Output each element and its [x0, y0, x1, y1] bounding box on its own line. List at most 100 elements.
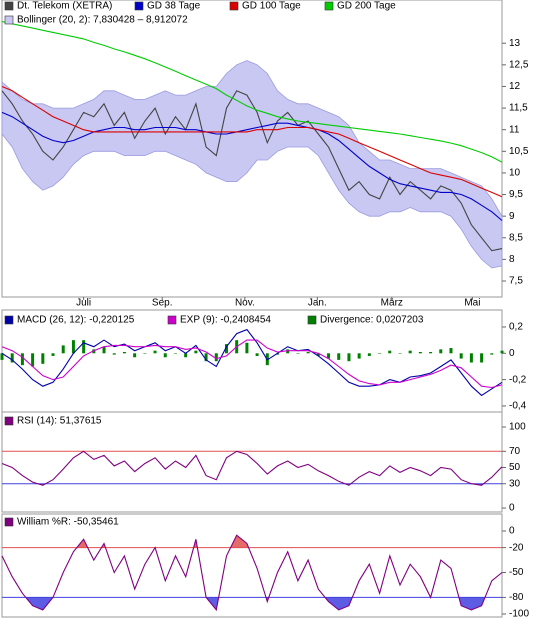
- x-tick-label: Sep.: [152, 298, 173, 309]
- series-line: [1, 450, 503, 486]
- series-line: [1, 339, 503, 389]
- divergence-bar: [408, 350, 412, 354]
- divergence-bar: [449, 348, 453, 354]
- legend-swatch: [4, 1, 14, 11]
- legend-swatch: [229, 1, 239, 11]
- divergence-bar: [61, 345, 65, 354]
- y-tick-label: 8,5: [509, 232, 523, 243]
- legend-swatch: [324, 1, 334, 11]
- y-tick-label: 30: [509, 478, 521, 489]
- legend-label: Bollinger (20, 2): 7,830428 – 8,912072: [17, 15, 188, 26]
- y-tick-label: 11,5: [509, 103, 528, 114]
- divergence-bar: [276, 353, 280, 355]
- series-line: [1, 21, 503, 163]
- divergence-bar: [306, 351, 310, 354]
- divergence-bar: [92, 349, 96, 354]
- x-tick-label: Jan.: [308, 298, 327, 309]
- bollinger-band: [1, 60, 503, 269]
- series-line: [1, 90, 503, 252]
- y-tick-label: 13: [509, 38, 521, 49]
- divergence-bar: [357, 353, 361, 359]
- legend-label: RSI (14): 51,37615: [17, 416, 102, 427]
- divergence-bar: [255, 353, 259, 356]
- divergence-bar: [429, 351, 433, 354]
- legend-label: Divergence: 0,0207203: [320, 315, 424, 326]
- legend-label: MACD (26, 12): -0,220125: [17, 315, 135, 326]
- y-tick-label: 7,5: [509, 276, 523, 287]
- divergence-bar: [112, 353, 116, 355]
- divergence-bar: [459, 353, 463, 359]
- divergence-bar: [316, 353, 320, 356]
- divergence-bar: [327, 353, 331, 359]
- y-tick-label: 100: [509, 422, 526, 433]
- y-tick-label: 12,5: [509, 59, 529, 70]
- y-tick-label: 12: [509, 81, 521, 92]
- legend-label: William %R: -50,35461: [17, 517, 119, 528]
- x-tick-label: März: [381, 298, 403, 309]
- legend-swatch: [4, 416, 14, 426]
- y-tick-label: 70: [509, 446, 521, 457]
- divergence-bar: [71, 340, 75, 354]
- divergence-bar: [173, 353, 177, 354]
- divergence-bar: [286, 349, 290, 354]
- divergence-bar: [224, 344, 228, 354]
- legend-swatch: [4, 517, 14, 527]
- panel-frame: [1, 309, 503, 413]
- divergence-bar: [31, 353, 35, 367]
- divergence-bar: [245, 342, 249, 354]
- divergence-bar: [184, 353, 188, 358]
- divergence-bar: [41, 353, 45, 364]
- y-tick-label: 0: [509, 526, 515, 537]
- y-tick-label: -100: [509, 609, 529, 620]
- legend-swatch: [4, 315, 14, 325]
- divergence-bar: [133, 353, 137, 358]
- divergence-bar: [378, 353, 382, 354]
- y-tick-label: -0,4: [509, 401, 527, 412]
- divergence-bar: [500, 350, 504, 354]
- divergence-bar: [398, 353, 402, 354]
- divergence-bar: [122, 351, 126, 354]
- series-line: [1, 111, 503, 221]
- y-tick-label: 10: [509, 168, 521, 179]
- legend-label: Dt. Telekom (XETRA): [17, 1, 112, 12]
- legend-label: EXP (9): -0,2408454: [180, 315, 271, 326]
- divergence-bar: [143, 353, 147, 354]
- y-tick-label: 10,5: [509, 146, 529, 157]
- divergence-bar: [194, 350, 198, 354]
- y-tick-label: 50: [509, 462, 521, 473]
- panel-frame: [1, 513, 503, 618]
- divergence-bar: [296, 353, 300, 354]
- y-tick-label: -0,2: [509, 374, 527, 385]
- x-tick-label: Nov.: [235, 298, 255, 309]
- series-line: [1, 534, 503, 612]
- divergence-bar: [102, 346, 106, 354]
- y-tick-label: -80: [509, 592, 524, 603]
- x-tick-label: Juli: [76, 298, 91, 309]
- divergence-bar: [418, 351, 422, 354]
- divergence-bar: [439, 349, 443, 354]
- divergence-bar: [82, 340, 86, 354]
- divergence-bar: [204, 353, 208, 362]
- x-tick-label: Mai: [464, 298, 480, 309]
- divergence-bar: [480, 353, 484, 363]
- divergence-bar: [0, 353, 4, 360]
- legend-swatch: [4, 15, 14, 25]
- series-line: [1, 85, 503, 198]
- y-tick-label: -50: [509, 567, 524, 578]
- y-tick-label: -20: [509, 542, 524, 553]
- divergence-bar: [347, 353, 351, 362]
- legend-swatch: [307, 315, 317, 325]
- divergence-bar: [214, 353, 218, 362]
- divergence-bar: [388, 350, 392, 354]
- legend-label: GD 38 Tage: [147, 1, 201, 12]
- divergence-bar: [10, 353, 14, 363]
- divergence-bar: [51, 353, 55, 356]
- divergence-bar: [490, 353, 494, 355]
- divergence-bar: [367, 353, 371, 356]
- legend-label: GD 200 Tage: [337, 1, 396, 12]
- y-tick-label: 9: [509, 211, 515, 222]
- divergence-bar: [337, 353, 341, 360]
- panel-frame: [1, 411, 503, 513]
- y-tick-label: 0: [509, 503, 515, 514]
